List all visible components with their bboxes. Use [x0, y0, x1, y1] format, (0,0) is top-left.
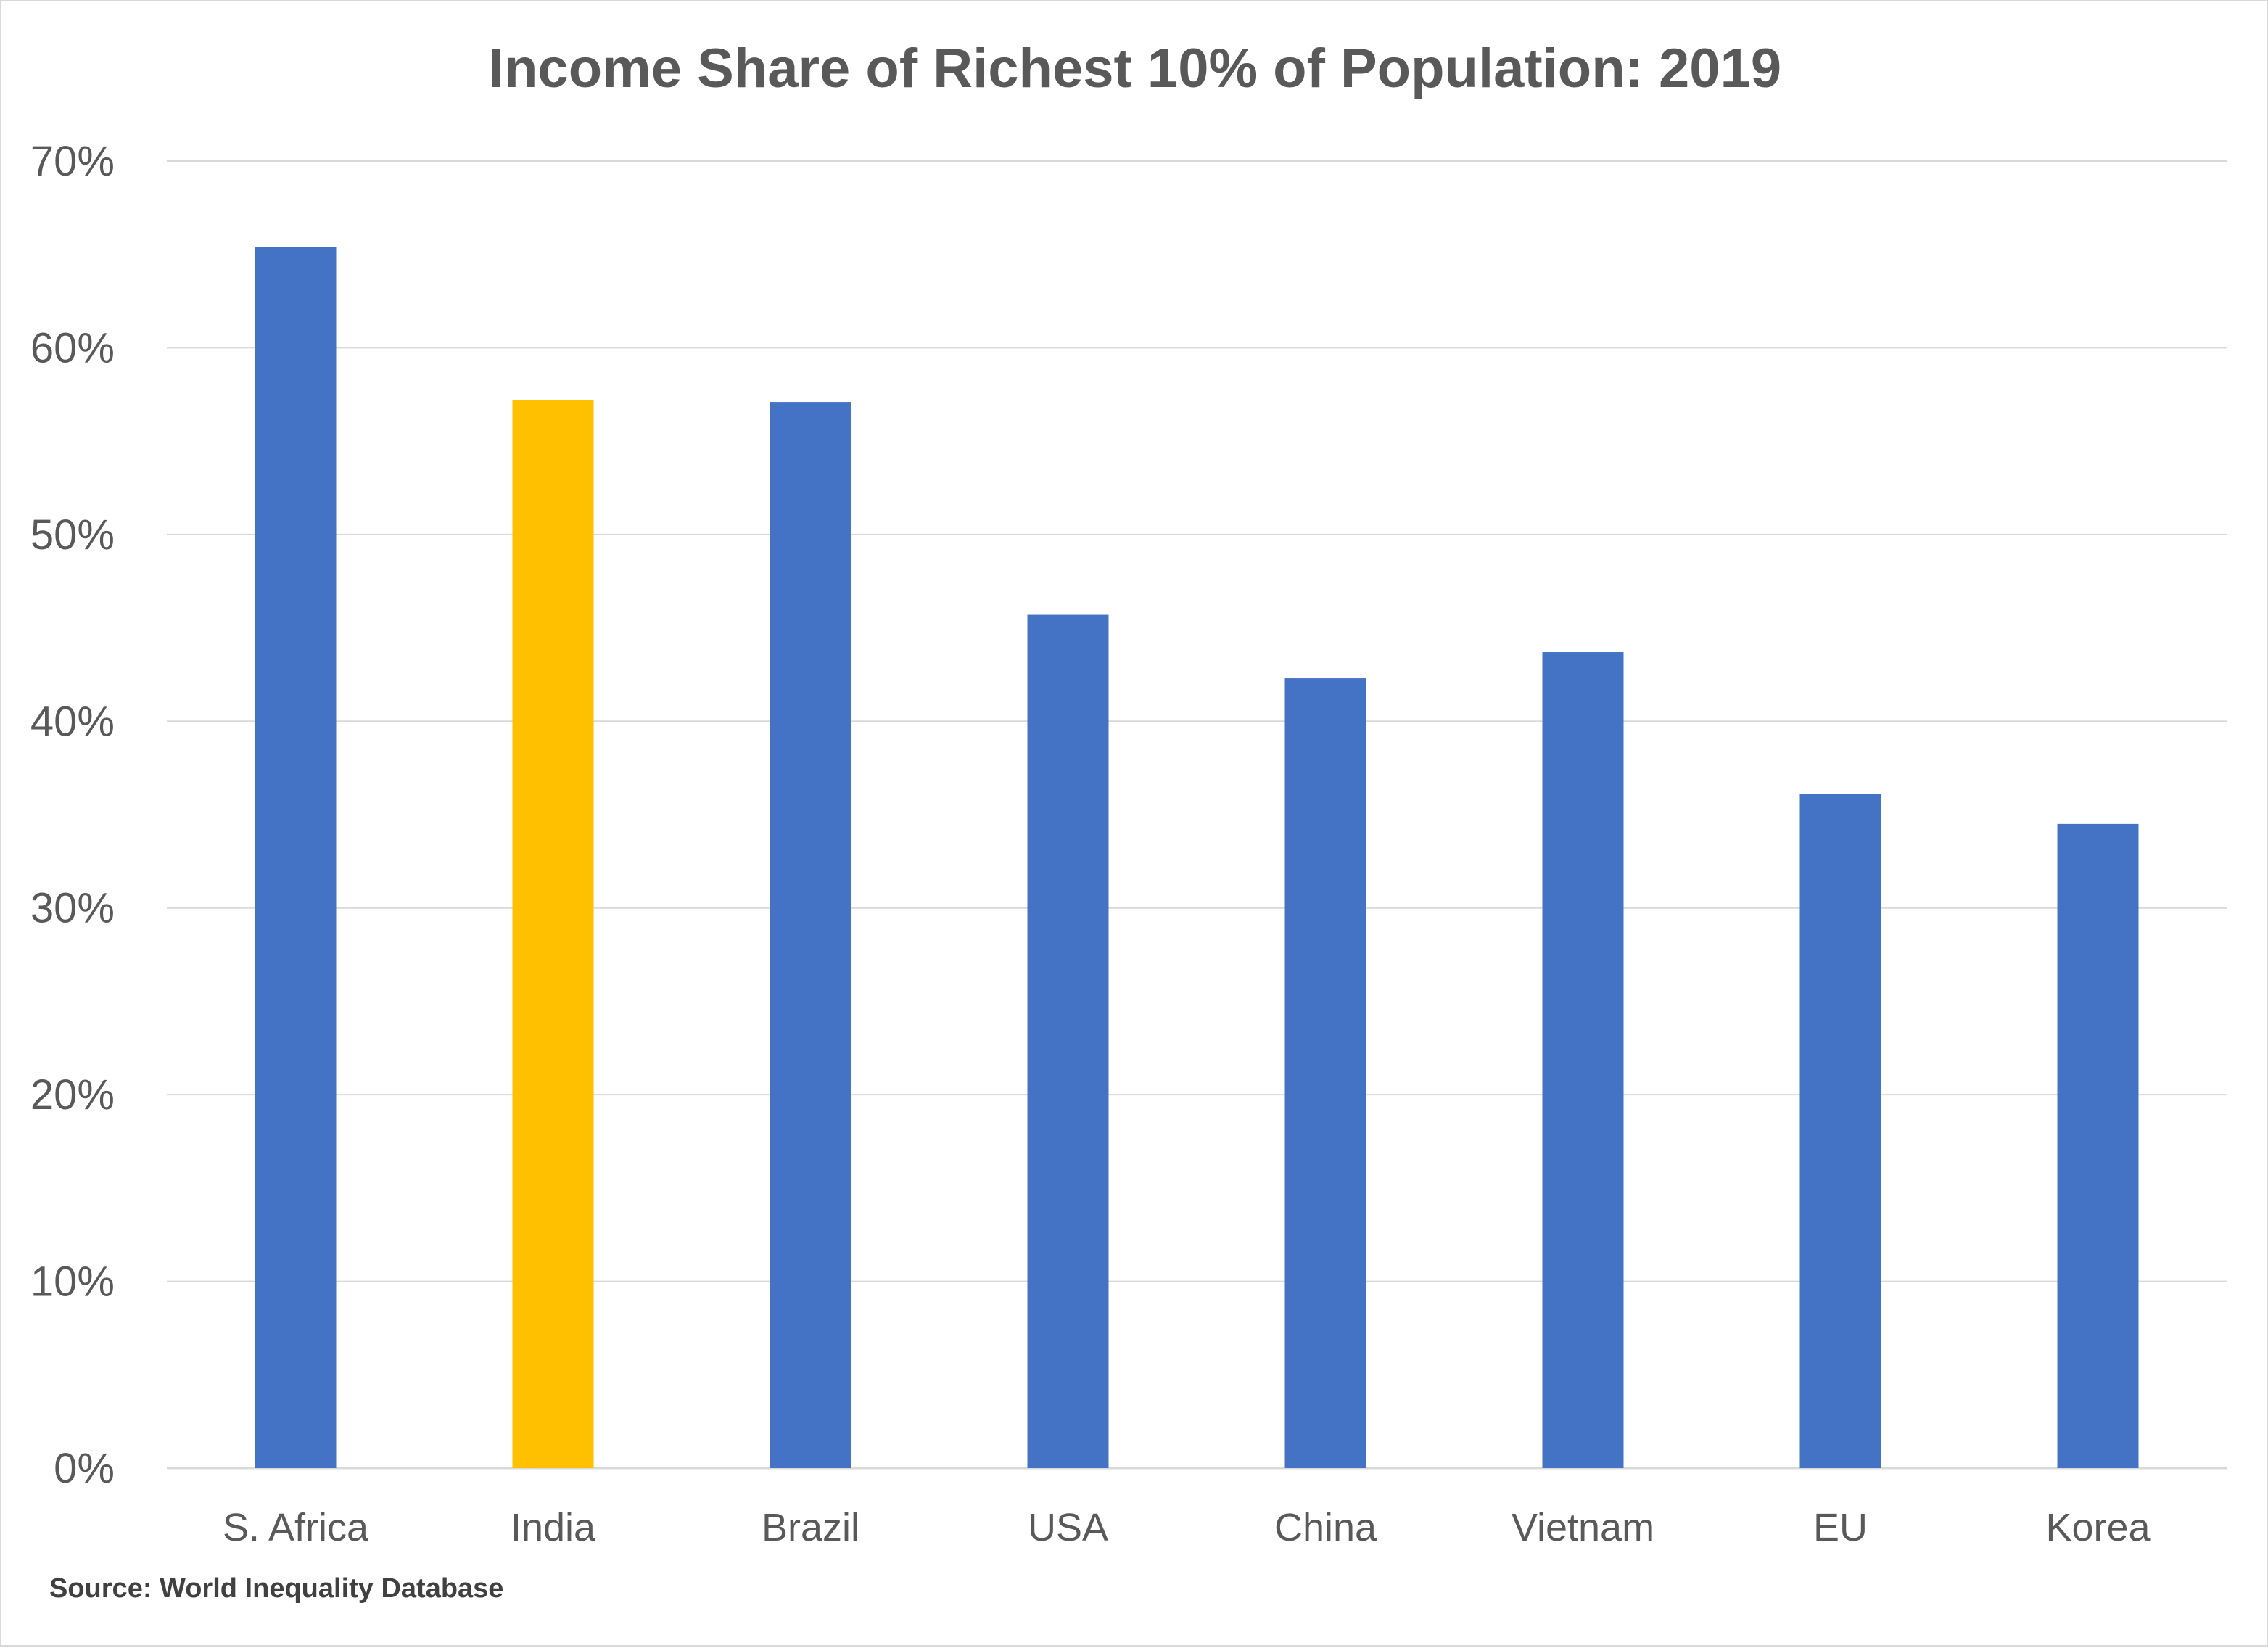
y-tick-label: 70% [30, 138, 115, 185]
bar-korea [2057, 823, 2139, 1468]
bar-china [1284, 678, 1366, 1468]
y-tick-label: 20% [30, 1071, 115, 1118]
chart-title: Income Share of Richest 10% of Populatio… [489, 38, 1781, 99]
x-category-label: China [1274, 1506, 1377, 1549]
y-tick-label: 0% [54, 1445, 115, 1492]
bars [255, 247, 2139, 1469]
bar-s-africa [255, 247, 337, 1469]
source-note: Source: World Inequality Database [49, 1573, 503, 1604]
bar-vietnam [1542, 652, 1624, 1469]
x-category-label: USA [1028, 1506, 1108, 1549]
x-axis-category-labels: S. Africa India Brazil USA China Vietnam EU Kor… [223, 1506, 2151, 1549]
gridlines [167, 160, 2227, 1470]
y-axis-tick-labels: 0% 10% 20% 30% 40% 50% 60% 70% [30, 138, 115, 1492]
x-category-label: S. Africa [223, 1506, 369, 1549]
y-tick-label: 10% [30, 1258, 115, 1306]
y-tick-label: 40% [30, 698, 115, 745]
bar-brazil [770, 402, 851, 1468]
x-category-label: Vietnam [1512, 1506, 1654, 1549]
bar-eu [1799, 794, 1881, 1468]
x-category-label: Korea [2045, 1506, 2151, 1549]
y-tick-label: 30% [30, 885, 115, 932]
bar-usa [1027, 614, 1109, 1468]
y-tick-label: 50% [30, 511, 115, 559]
bar-india [512, 400, 594, 1468]
x-category-label: Brazil [762, 1506, 859, 1549]
x-category-label: EU [1813, 1506, 1868, 1549]
x-category-label: India [511, 1506, 596, 1549]
y-tick-label: 60% [30, 324, 115, 371]
